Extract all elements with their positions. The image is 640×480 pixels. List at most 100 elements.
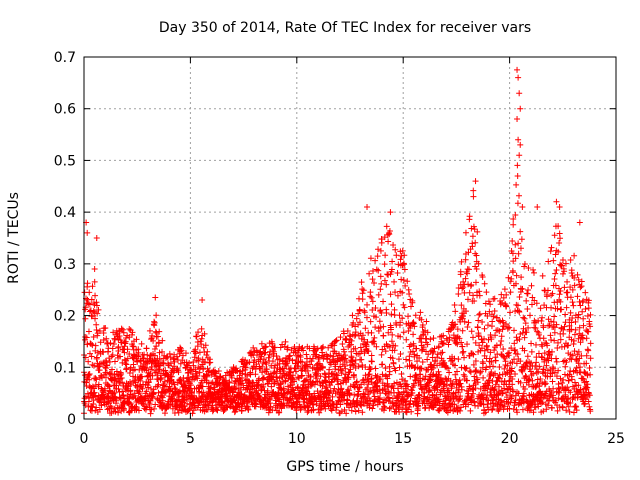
data-point — [166, 350, 173, 357]
data-point — [551, 313, 558, 320]
data-point — [556, 203, 563, 210]
data-point — [382, 252, 389, 259]
data-point — [250, 344, 257, 351]
data-point — [322, 371, 329, 378]
data-point — [98, 374, 105, 381]
data-point — [92, 315, 99, 322]
x-tick-label: 0 — [80, 431, 89, 447]
data-point — [192, 350, 199, 357]
data-point — [386, 231, 393, 238]
data-point — [552, 270, 559, 277]
data-point — [378, 351, 385, 358]
data-point — [90, 362, 97, 369]
data-point — [385, 238, 392, 245]
data-point — [368, 294, 375, 301]
data-point — [184, 370, 191, 377]
data-point — [148, 385, 155, 392]
data-point — [93, 235, 100, 241]
data-point — [382, 365, 389, 372]
data-point — [281, 343, 288, 350]
data-point — [373, 266, 380, 273]
data-point — [547, 248, 554, 255]
data-point — [187, 382, 194, 389]
data-point — [177, 344, 184, 351]
data-point — [271, 344, 278, 351]
data-point — [88, 341, 95, 348]
data-point — [437, 349, 444, 356]
data-point — [133, 336, 140, 343]
data-point — [476, 311, 483, 318]
data-point — [516, 152, 523, 159]
data-point — [167, 354, 174, 361]
data-point — [518, 236, 525, 243]
data-point — [395, 356, 402, 363]
data-point — [405, 313, 412, 320]
data-point — [516, 192, 523, 199]
data-point — [353, 315, 360, 322]
data-point — [159, 394, 166, 401]
data-point — [96, 406, 103, 413]
data-point — [258, 351, 265, 358]
data-point — [273, 374, 280, 381]
data-point — [284, 344, 291, 351]
data-point — [238, 391, 245, 398]
data-point — [152, 294, 159, 301]
data-point — [93, 302, 100, 309]
data-point — [383, 223, 390, 230]
data-point — [175, 388, 182, 395]
data-point — [93, 355, 100, 362]
data-point — [585, 305, 592, 312]
data-point — [86, 376, 93, 383]
data-point — [126, 399, 133, 406]
data-point — [247, 386, 254, 393]
data-point — [152, 401, 159, 408]
data-point — [519, 203, 526, 210]
data-point — [149, 332, 156, 339]
data-point — [121, 356, 128, 363]
data-point — [516, 90, 523, 97]
data-point — [286, 356, 293, 363]
data-point — [403, 409, 410, 416]
data-point — [228, 372, 235, 379]
data-point — [483, 289, 490, 296]
data-point — [377, 273, 384, 280]
data-point — [102, 365, 109, 372]
data-point — [120, 392, 127, 399]
data-point — [102, 325, 109, 332]
data-point — [391, 278, 398, 285]
data-point — [85, 328, 92, 335]
x-tick-label: 5 — [186, 431, 195, 447]
data-point — [548, 304, 555, 311]
data-point — [470, 334, 477, 341]
data-point — [126, 325, 133, 332]
data-point — [148, 406, 155, 413]
data-point — [289, 357, 296, 364]
data-point — [557, 336, 564, 343]
data-point — [247, 369, 254, 376]
data-point — [462, 229, 469, 236]
data-point — [407, 373, 414, 380]
data-point — [289, 372, 296, 379]
data-point — [244, 398, 251, 405]
data-point — [86, 371, 93, 378]
data-point — [148, 363, 155, 370]
data-point — [196, 385, 203, 392]
data-point — [513, 181, 520, 188]
data-point — [451, 301, 458, 308]
data-point — [517, 228, 524, 235]
data-point — [198, 341, 205, 348]
data-point — [309, 355, 316, 362]
data-points — [80, 66, 594, 417]
data-point — [475, 317, 482, 324]
y-tick-label: 0.5 — [54, 153, 76, 169]
data-point — [177, 360, 184, 367]
data-point — [383, 281, 390, 288]
data-point — [226, 378, 233, 385]
data-point — [514, 200, 521, 207]
data-point — [303, 388, 310, 395]
data-point — [304, 409, 311, 416]
data-point — [87, 307, 94, 314]
data-point — [446, 369, 453, 376]
data-point — [213, 406, 220, 413]
data-point — [498, 338, 505, 345]
